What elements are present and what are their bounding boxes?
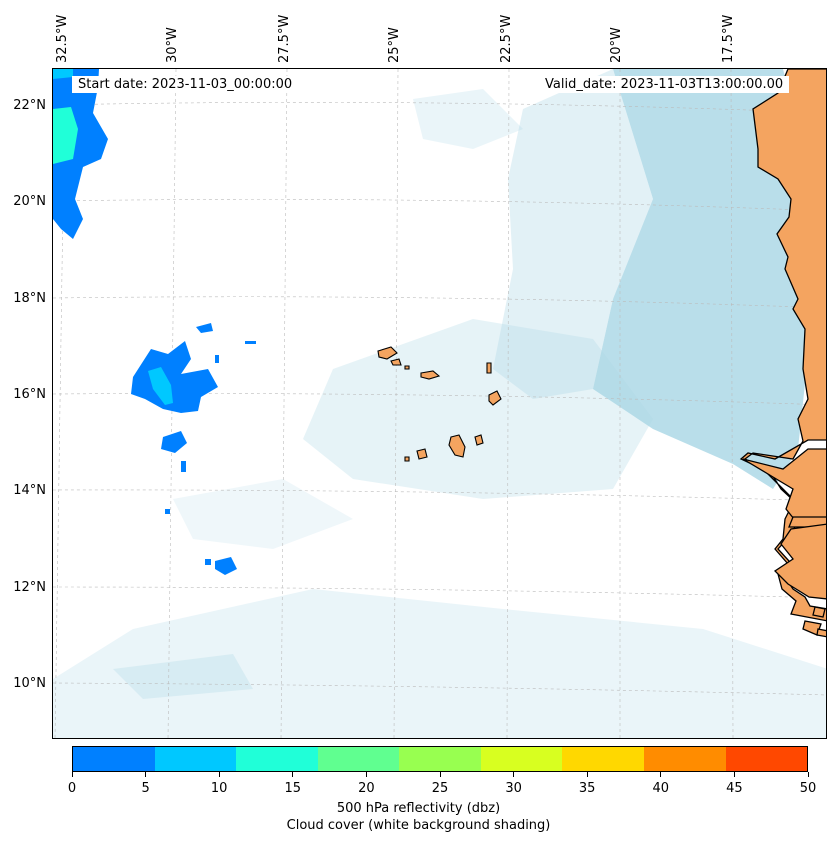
reflectivity-layer: [53, 69, 256, 575]
island-brava: [404, 456, 410, 462]
reflectivity-blob-west: [131, 341, 218, 413]
bijagos-island-1: [812, 606, 826, 618]
land-layer: [739, 69, 826, 638]
colorbar-tick-label: 5: [141, 781, 150, 796]
lon-label-22-5w: 22.5°W: [499, 14, 514, 63]
colorbar-tick: [439, 772, 441, 777]
reflectivity-blob-small-8: [215, 355, 219, 363]
colorbar-tick-label: 0: [67, 781, 77, 796]
colorbar-segment: [643, 747, 726, 771]
colorbar-tick: [660, 772, 662, 777]
lon-label-17-5w: 17.5°W: [721, 14, 736, 63]
cloud-cover-layer: [53, 69, 826, 738]
reflectivity-blob-small-7: [205, 559, 211, 565]
colorbar-tick-label: 25: [431, 781, 449, 796]
island-sao-nicolau: [420, 370, 441, 380]
colorbar-tick: [71, 772, 73, 777]
island-santa-luzia: [404, 365, 410, 370]
island-boa-vista: [488, 390, 502, 406]
island-maio: [474, 434, 484, 446]
island-fogo: [416, 448, 428, 460]
lon-label-20w: 20°W: [609, 27, 624, 63]
cloud-band-south: [53, 589, 826, 738]
lat-label-14n: 14°N: [13, 483, 46, 498]
reflectivity-blob-small-2: [215, 557, 237, 575]
guinea-bissau-coast: [773, 523, 826, 600]
island-santo-antao: [377, 346, 398, 360]
cloud-patch-north: [413, 89, 523, 149]
lon-label-32-5w: 32.5°W: [55, 14, 70, 63]
reflectivity-core-northwest: [53, 107, 78, 164]
cloud-patch-southwest: [113, 654, 253, 699]
colorbar-segment: [725, 747, 808, 771]
cloud-patch-west: [173, 479, 353, 549]
start-date-label: Start date: 2023-11-03_00:00:00: [72, 76, 299, 93]
lon-label-27-5w: 27.5°W: [277, 14, 292, 63]
cloud-band-east: [593, 69, 813, 489]
colorbar-segment: [73, 747, 155, 771]
gambia-coast: [788, 516, 826, 528]
bijagos-island-3: [816, 628, 826, 638]
lat-label-20n: 20°N: [13, 194, 46, 209]
island-sao-vicente: [390, 358, 402, 366]
colorbar-tick: [807, 772, 809, 777]
colorbar-tick-label: 30: [505, 781, 522, 796]
island-santiago: [448, 434, 466, 458]
colorbar-tick-label: 20: [358, 781, 375, 796]
island-sal: [486, 362, 492, 374]
colorbar-tick-label: 40: [652, 781, 670, 796]
colorbar-segment: [399, 747, 481, 771]
cloud-band-east-outer: [493, 69, 653, 399]
map-frame[interactable]: [52, 68, 827, 739]
colorbar-tick: [513, 772, 515, 777]
lat-label-12n: 12°N: [13, 580, 46, 595]
reflectivity-edge-northwest: [53, 69, 73, 79]
reflectivity-blob-small-6: [165, 509, 170, 514]
reflectivity-blob-small-3: [196, 323, 213, 333]
cape-verde-islands: [377, 346, 502, 462]
colorbar-tick-label: 10: [210, 781, 228, 796]
reflectivity-blob-small-5: [181, 461, 186, 472]
colorbar-tick-label: 35: [578, 781, 596, 796]
colorbar-segment: [480, 747, 563, 771]
cloud-band-mid: [303, 319, 653, 499]
colorbar-tick: [733, 772, 735, 777]
lat-label-10n: 10°N: [13, 676, 46, 691]
colorbar-segment: [154, 747, 237, 771]
colorbar-segment: [236, 747, 318, 771]
reflectivity-blob-small-1: [161, 431, 187, 453]
lat-label-18n: 18°N: [13, 291, 46, 306]
lon-label-25w: 25°W: [387, 27, 402, 63]
colorbar-tick: [218, 772, 220, 777]
colorbar-subtitle: Cloud cover (white background shading): [286, 818, 551, 833]
valid-date-label: Valid_date: 2023-11-03T13:00:00.00: [539, 76, 790, 93]
colorbar: [72, 746, 808, 772]
colorbar-tick-label: 50: [799, 781, 817, 796]
colorbar-segment: [562, 747, 644, 771]
colorbar-segment: [317, 747, 400, 771]
lat-label-16n: 16°N: [13, 387, 46, 402]
colorbar-tick-label: 15: [284, 781, 302, 796]
colorbar-tick: [365, 772, 367, 777]
colorbar-title: 500 hPa reflectivity (dbz): [336, 801, 501, 816]
map-canvas: [53, 69, 826, 738]
lon-label-30w: 30°W: [165, 27, 180, 63]
lat-label-22n: 22°N: [13, 98, 46, 113]
colorbar-tick-label: 45: [726, 781, 743, 796]
colorbar-tick: [145, 772, 147, 777]
colorbar-tick: [586, 772, 588, 777]
reflectivity-blob-small-4: [245, 341, 256, 344]
reflectivity-core-west: [148, 367, 173, 405]
colorbar-tick: [292, 772, 294, 777]
